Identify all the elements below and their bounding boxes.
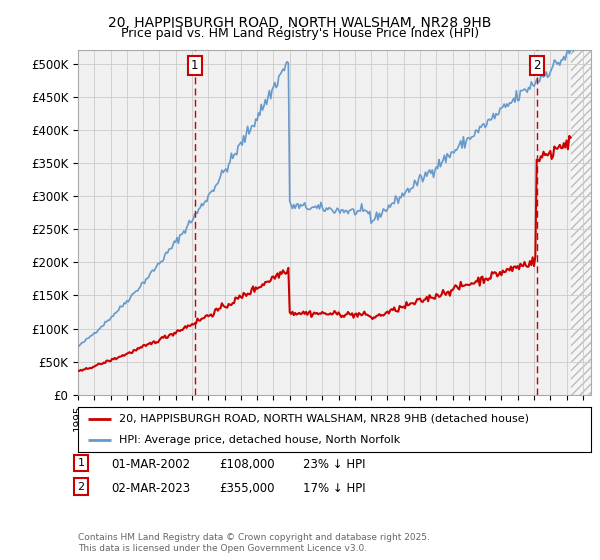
Text: 01-MAR-2002: 01-MAR-2002	[111, 458, 190, 471]
Text: 2: 2	[77, 482, 85, 492]
Text: 17% ↓ HPI: 17% ↓ HPI	[303, 482, 365, 494]
Text: 20, HAPPISBURGH ROAD, NORTH WALSHAM, NR28 9HB: 20, HAPPISBURGH ROAD, NORTH WALSHAM, NR2…	[109, 16, 491, 30]
Text: 02-MAR-2023: 02-MAR-2023	[111, 482, 190, 494]
Text: 1: 1	[191, 59, 199, 72]
Text: 23% ↓ HPI: 23% ↓ HPI	[303, 458, 365, 471]
Text: 1: 1	[77, 458, 85, 468]
Text: Price paid vs. HM Land Registry's House Price Index (HPI): Price paid vs. HM Land Registry's House …	[121, 27, 479, 40]
Text: 20, HAPPISBURGH ROAD, NORTH WALSHAM, NR28 9HB (detached house): 20, HAPPISBURGH ROAD, NORTH WALSHAM, NR2…	[119, 414, 529, 424]
Text: £355,000: £355,000	[219, 482, 275, 494]
Text: £108,000: £108,000	[219, 458, 275, 471]
Text: HPI: Average price, detached house, North Norfolk: HPI: Average price, detached house, Nort…	[119, 435, 400, 445]
Bar	[571, 50, 591, 395]
Text: 2: 2	[533, 59, 541, 72]
Bar	[571, 50, 591, 395]
Text: Contains HM Land Registry data © Crown copyright and database right 2025.
This d: Contains HM Land Registry data © Crown c…	[78, 533, 430, 553]
